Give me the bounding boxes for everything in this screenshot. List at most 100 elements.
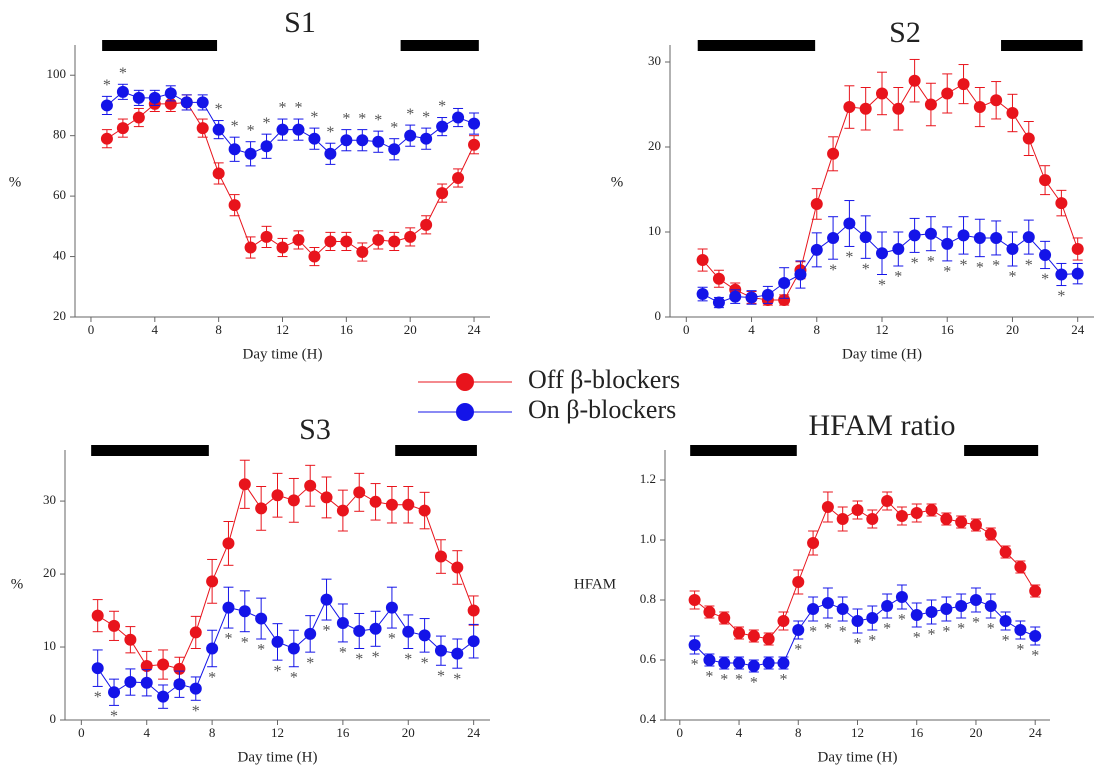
- data-point: [1071, 243, 1084, 255]
- panel-title: S1: [284, 6, 316, 39]
- x-tick-label: 16: [336, 725, 350, 740]
- data-point: [255, 502, 268, 515]
- data-point: [1055, 197, 1068, 210]
- x-tick-label: 4: [152, 322, 159, 337]
- significance-marker: *: [794, 642, 802, 659]
- data-point: [468, 117, 481, 130]
- data-point: [925, 504, 938, 516]
- data-point: [984, 528, 997, 540]
- data-point: [91, 609, 104, 622]
- panel-title: HFAM ratio: [809, 409, 956, 442]
- data-point: [436, 187, 449, 200]
- data-point: [353, 624, 366, 637]
- y-tick-label: 1.2: [640, 471, 656, 486]
- panel: HFAM ratio HFAM Day time (H) 0.4 0.6 0.8 1.0 1.…: [574, 409, 1050, 765]
- data-point: [206, 575, 219, 588]
- x-tick-label: 24: [1071, 322, 1085, 337]
- series-line: [702, 79, 1079, 301]
- x-tick-label: 4: [143, 725, 150, 740]
- data-point: [292, 233, 305, 246]
- data-point: [990, 231, 1003, 244]
- y-tick-label: 10: [43, 638, 56, 653]
- significance-marker: *: [110, 708, 118, 725]
- data-point: [304, 627, 317, 640]
- x-tick-label: 20: [402, 725, 415, 740]
- y-tick-label: 0: [50, 711, 57, 726]
- data-point: [925, 606, 938, 618]
- data-point: [910, 507, 923, 519]
- significance-marker: *: [943, 264, 951, 281]
- y-tick-label: 60: [53, 187, 66, 202]
- data-point: [1022, 132, 1035, 145]
- data-point: [353, 486, 366, 499]
- significance-marker: *: [976, 259, 984, 276]
- x-tick-label: 4: [748, 322, 755, 337]
- data-point: [843, 217, 856, 230]
- data-point: [892, 243, 905, 255]
- data-point: [434, 550, 447, 563]
- data-point: [703, 606, 716, 618]
- significance-marker: *: [1057, 288, 1065, 305]
- y-axis-label: %: [611, 174, 624, 190]
- data-point: [1022, 231, 1035, 244]
- data-point: [859, 102, 872, 115]
- data-point: [292, 123, 305, 136]
- significance-marker: *: [453, 671, 461, 688]
- data-point: [1029, 630, 1042, 642]
- data-point: [712, 296, 725, 309]
- data-point: [108, 619, 121, 632]
- data-point: [369, 622, 382, 635]
- data-point: [1039, 174, 1052, 187]
- x-tick-label: 16: [910, 725, 924, 740]
- data-point: [792, 624, 805, 636]
- series-line: [694, 596, 1036, 667]
- panel: S1% Day time (H) 20 40 60 80 100 0 4 8 12 16 20 24 * * *…: [9, 6, 490, 362]
- significance-marker: *: [388, 631, 396, 648]
- significance-marker: *: [231, 118, 239, 135]
- significance-marker: *: [957, 621, 965, 638]
- x-axis-label: Day time (H): [818, 749, 898, 765]
- series-line: [97, 598, 474, 698]
- significance-marker: *: [942, 624, 950, 641]
- x-tick-label: 4: [736, 725, 743, 740]
- significance-marker: *: [960, 257, 968, 274]
- data-point: [324, 235, 337, 248]
- data-point: [124, 676, 137, 689]
- significance-marker: *: [421, 655, 429, 672]
- data-point: [468, 138, 481, 151]
- night-bar: [91, 445, 209, 456]
- data-point: [957, 229, 970, 242]
- data-point: [836, 603, 849, 615]
- significance-marker: *: [911, 255, 919, 272]
- data-point: [821, 501, 834, 513]
- significance-marker: *: [735, 672, 743, 689]
- data-point: [206, 642, 219, 655]
- data-point: [821, 597, 834, 609]
- data-point: [851, 615, 864, 627]
- significance-marker: *: [868, 633, 876, 650]
- data-point: [778, 294, 791, 306]
- data-point: [189, 626, 202, 639]
- significance-marker: *: [987, 621, 995, 638]
- y-tick-label: 30: [648, 53, 661, 68]
- significance-marker: *: [422, 109, 430, 126]
- data-point: [228, 143, 241, 156]
- data-point: [745, 291, 758, 304]
- x-tick-label: 8: [795, 725, 802, 740]
- night-bar: [400, 40, 479, 51]
- data-point: [388, 235, 401, 248]
- significance-marker: *: [927, 253, 935, 270]
- data-point: [762, 633, 775, 645]
- significance-marker: *: [339, 645, 347, 662]
- data-point: [910, 609, 923, 621]
- x-tick-label: 20: [1006, 322, 1019, 337]
- data-point: [688, 594, 701, 606]
- data-point: [320, 593, 333, 606]
- data-point: [452, 171, 465, 184]
- legend-marker: [456, 403, 474, 421]
- data-point: [851, 504, 864, 516]
- significance-marker: *: [829, 262, 837, 279]
- data-point: [132, 111, 145, 124]
